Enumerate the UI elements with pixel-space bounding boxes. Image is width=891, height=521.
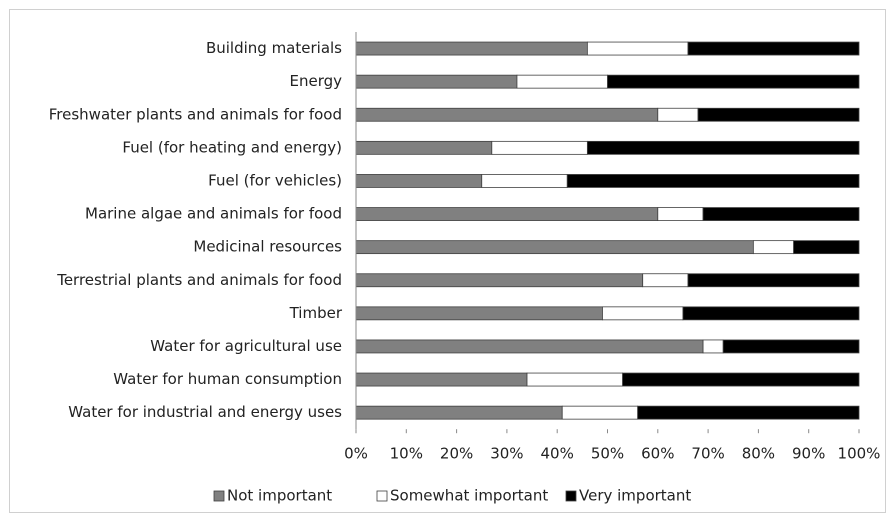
category-label: Water for human consumption — [113, 370, 342, 388]
bar-segment — [607, 74, 860, 89]
bar-segment — [702, 339, 724, 354]
bar-segment — [702, 207, 860, 221]
x-tick-label: 60% — [641, 445, 674, 463]
bar-segment — [355, 240, 754, 255]
chart-frame — [9, 9, 886, 513]
x-tick-label: 70% — [691, 445, 724, 463]
bar-segment — [355, 107, 659, 122]
legend-label: Very important — [579, 487, 691, 505]
legend-label: Somewhat important — [390, 487, 548, 505]
category-label: Building materials — [206, 39, 342, 57]
x-tick-label: 80% — [742, 445, 775, 463]
bar-segment — [355, 273, 644, 288]
bar-segment — [642, 273, 689, 288]
bar-segment — [561, 405, 639, 420]
bar-segment — [697, 107, 860, 122]
bar-segment — [586, 41, 689, 56]
x-tick-label: 100% — [838, 445, 881, 463]
category-label: Medicinal resources — [193, 238, 342, 256]
category-label: Marine algae and animals for food — [85, 205, 342, 223]
bar-segment — [355, 339, 704, 354]
bar-segment — [355, 405, 563, 420]
bar-segment — [793, 240, 860, 255]
bar-segment — [602, 306, 684, 321]
bar-segment — [491, 140, 588, 155]
bar-segment — [657, 207, 704, 221]
bar-segment — [687, 273, 860, 288]
x-tick-label: 0% — [344, 445, 368, 463]
bar-segment — [566, 174, 860, 188]
legend-label: Not important — [227, 487, 332, 505]
bar-segment — [752, 240, 795, 255]
bar-segment — [355, 372, 528, 387]
bar-segment — [355, 207, 659, 221]
x-tick-label: 50% — [591, 445, 624, 463]
x-tick-label: 10% — [390, 445, 423, 463]
category-label: Timber — [289, 304, 343, 322]
bar-segment — [682, 306, 860, 321]
category-label: Fuel (for heating and energy) — [122, 138, 342, 156]
legend-swatch — [376, 490, 388, 502]
category-label: Terrestrial plants and animals for food — [56, 271, 342, 289]
bar-segment — [687, 41, 860, 56]
bar-segment — [355, 140, 493, 155]
category-label: Water for agricultural use — [150, 337, 342, 355]
category-label: Freshwater plants and animals for food — [49, 105, 342, 123]
category-label: Energy — [289, 72, 342, 90]
bar-segment — [637, 405, 860, 420]
category-label: Fuel (for vehicles) — [208, 171, 342, 189]
x-tick-label: 40% — [541, 445, 574, 463]
bar-segment — [355, 174, 483, 188]
bar-segment — [722, 339, 860, 354]
legend-swatch — [565, 490, 577, 502]
bar-segment — [526, 372, 623, 387]
bar-segment — [516, 74, 608, 89]
bar-segment — [657, 107, 699, 122]
bar-segment — [481, 174, 568, 188]
x-tick-label: 20% — [440, 445, 473, 463]
legend-swatch — [213, 490, 225, 502]
x-tick-label: 90% — [792, 445, 825, 463]
bar-segment — [355, 306, 603, 321]
bar-segment — [586, 140, 860, 155]
bar-segment — [355, 41, 588, 56]
category-label: Water for industrial and energy uses — [68, 403, 342, 421]
bar-segment — [355, 74, 518, 89]
x-tick-label: 30% — [490, 445, 523, 463]
bar-segment — [622, 372, 860, 387]
